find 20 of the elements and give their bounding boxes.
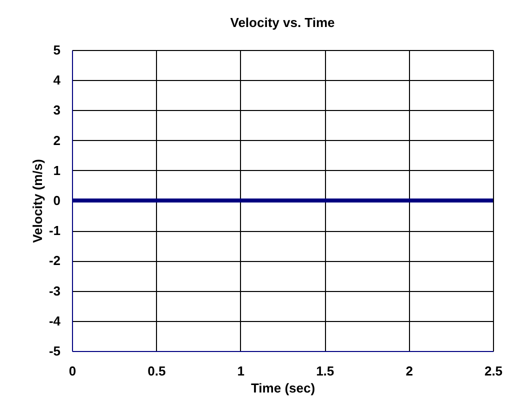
y-tick-label: 1	[53, 162, 60, 178]
y-tick-label: 0	[53, 193, 60, 208]
x-tick-label: 0	[68, 364, 76, 378]
x-tick-label: 2	[406, 364, 413, 378]
y-tick-label: -3	[48, 283, 60, 298]
y-tick-label: 2	[53, 132, 60, 148]
y-tick-label: -1	[48, 223, 60, 238]
y-tick-label: -5	[48, 344, 60, 358]
y-tick-label: 5	[53, 42, 60, 58]
chart-title: Velocity vs. Time	[230, 15, 335, 30]
y-axis-title: Velocity (m/s)	[30, 159, 45, 243]
x-tick-label: 2.5	[484, 364, 503, 378]
x-tick-label: 1.5	[316, 364, 334, 378]
x-tick-label: 1	[237, 364, 245, 378]
y-tick-label: 3	[53, 102, 60, 118]
y-tick-label: 4	[53, 72, 62, 88]
y-tick-label: -2	[48, 253, 60, 268]
y-tick-label: -4	[48, 313, 62, 328]
x-axis-title: Time (sec)	[250, 380, 316, 396]
x-tick-label: 0.5	[148, 364, 166, 378]
